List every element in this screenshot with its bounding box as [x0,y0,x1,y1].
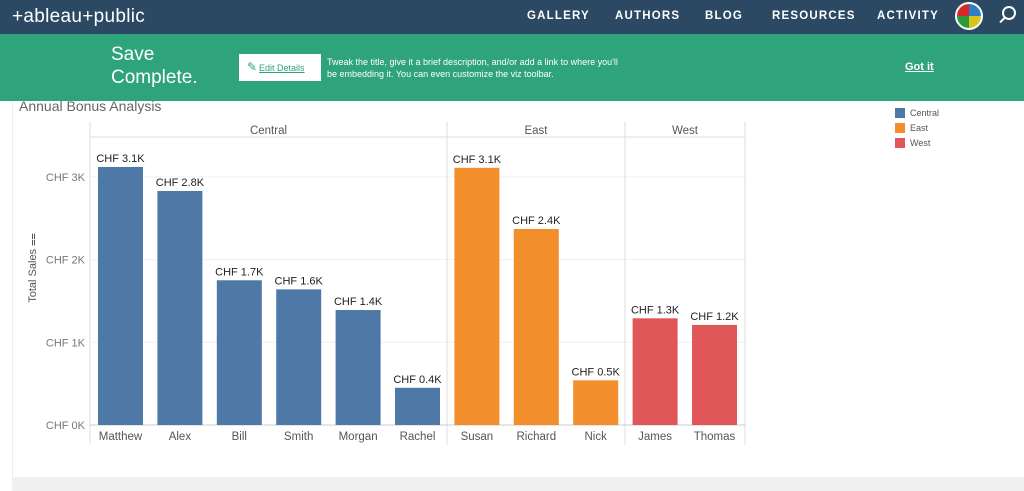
legend-item-central[interactable]: Central [895,105,939,120]
save-banner: Save Complete. Edit Details Tweak the ti… [0,34,1024,101]
nav-authors[interactable]: AUTHORS [615,10,681,22]
legend-label: East [910,122,929,133]
nav-blog[interactable]: BLOG [705,10,744,22]
search-icon[interactable] [1002,6,1016,20]
banner-tip: Tweak the title, give it a brief descrip… [327,57,618,79]
legend-label: Central [910,107,940,118]
top-nav: +ableau+public GALLERY AUTHORS BLOG RESO… [0,0,1024,34]
viz-toolbar [12,477,1024,491]
edit-details-button[interactable]: Edit Details [239,54,321,81]
legend-item-east[interactable]: East [895,120,939,135]
legend-swatch [895,137,905,148]
nav-activity[interactable]: ACTIVITY [877,10,939,22]
user-avatar[interactable] [955,2,983,30]
nav-gallery[interactable]: GALLERY [527,10,590,22]
legend-swatch [895,107,905,118]
chart-title: Annual Bonus Analysis [19,98,162,114]
legend-item-west[interactable]: West [895,135,939,150]
legend-swatch [895,122,905,133]
legend-label: West [910,137,931,148]
viz-card [12,101,1024,477]
save-complete-message: Save Complete. [111,44,198,88]
nav-resources[interactable]: RESOURCES [772,10,856,22]
got-it-link[interactable]: Got it [905,61,934,73]
tableau-public-logo[interactable]: +ableau+public [12,6,146,27]
legend: Central East West [895,105,939,150]
